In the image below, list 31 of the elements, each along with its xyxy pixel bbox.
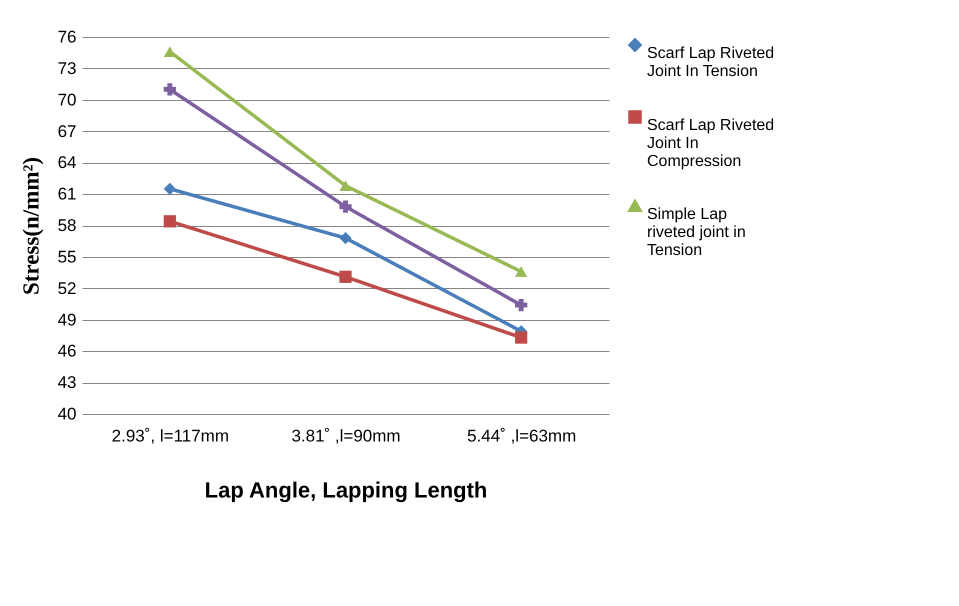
point: [515, 266, 528, 277]
y-tick-label: 70: [58, 90, 76, 110]
y-tick-label: 61: [58, 184, 76, 204]
point: [164, 215, 176, 228]
x-tick-label: 5.44˚ ,l=63mm: [467, 426, 576, 446]
y-tick-label: 49: [58, 310, 76, 330]
y-tick-label: 43: [58, 373, 76, 392]
y-tick-label: 67: [58, 122, 76, 141]
y-tick-label: 58: [58, 216, 76, 235]
y-tick-label: 40: [58, 404, 76, 424]
legend-label: Scarf Lap Riveted Joint In Compression: [647, 117, 774, 170]
point: [164, 182, 176, 195]
point: [164, 83, 176, 96]
point: [515, 331, 528, 344]
point: [515, 298, 528, 312]
y-tick-label: 52: [58, 278, 76, 298]
x-axis-title: Lap Angle, Lapping Length: [204, 478, 488, 502]
x-tick-label: 2.93˚, l=117mm: [112, 426, 229, 446]
x-tick-label: 3.81˚ ,l=90mm: [291, 426, 401, 446]
point: [339, 200, 352, 213]
y-tick-label: 64: [58, 153, 76, 172]
y-axis-title: Stress(n/mm²): [18, 156, 44, 296]
point: [339, 232, 352, 244]
y-tick-label: 76: [58, 28, 76, 46]
legend-label: Scarf Lap Riveted Joint In Tension: [647, 45, 774, 80]
point: [339, 270, 352, 283]
y-tick-label: 46: [58, 342, 76, 361]
y-tick-label: 73: [58, 58, 76, 78]
legend-label: Simple Lap riveted joint in Tension: [647, 206, 746, 259]
y-tick-label: 55: [58, 247, 76, 266]
point: [339, 180, 352, 192]
